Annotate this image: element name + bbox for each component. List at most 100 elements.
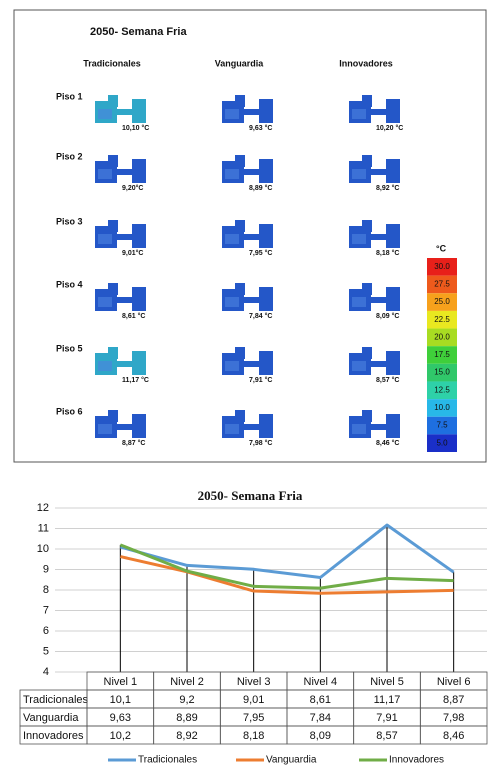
plan-block	[235, 155, 245, 167]
table-value: 9,63	[110, 712, 131, 724]
floor-plan	[95, 283, 146, 311]
chart-title: 2050- Semana Fria	[198, 488, 303, 503]
colorbar-label: 12.5	[434, 385, 450, 394]
plan-shade	[98, 424, 112, 434]
colorbar-label: 5.0	[436, 438, 448, 447]
plan-block	[108, 347, 118, 359]
plan-block	[259, 224, 273, 248]
temperature-label: 7,84 °C	[249, 312, 272, 320]
colorbar-label: 20.0	[434, 332, 450, 341]
y-tick-label: 7	[43, 604, 49, 616]
category-label: Nivel 5	[370, 676, 404, 688]
plan-shade	[352, 169, 366, 179]
floor-plan	[95, 95, 146, 123]
plan-connector	[243, 297, 259, 303]
table-value: 7,91	[376, 712, 397, 724]
plan-shade	[98, 297, 112, 307]
colorbar-label: 15.0	[434, 368, 450, 377]
floor-plan	[349, 155, 400, 183]
plan-block	[235, 410, 245, 422]
plan-connector	[243, 234, 259, 240]
colorbar-swatch	[427, 328, 457, 347]
plan-connector	[116, 424, 132, 430]
plan-connector	[116, 361, 132, 367]
category-label: Nivel 3	[237, 676, 271, 688]
row-label: Piso 6	[56, 406, 83, 416]
plan-shade	[98, 234, 112, 244]
plan-shade	[225, 234, 239, 244]
legend-label: Vanguardia	[266, 755, 317, 766]
table-value: 7,95	[243, 712, 264, 724]
table-value: 8,87	[443, 694, 464, 706]
floor-plan	[349, 220, 400, 248]
table-value: 8,46	[443, 730, 464, 742]
plan-block	[386, 414, 400, 438]
floor-plan	[222, 155, 273, 183]
temperature-label: 9,63 °C	[249, 124, 272, 132]
plan-shade	[225, 169, 239, 179]
row-label: Piso 5	[56, 343, 83, 353]
table-row-label: Innovadores	[23, 730, 84, 742]
temperature-label: 8,87 °C	[122, 439, 145, 447]
table-value: 11,17	[374, 694, 401, 706]
panel-title: 2050- Semana Fria	[90, 26, 187, 38]
plan-block	[235, 283, 245, 295]
plan-block	[132, 287, 146, 311]
table-value: 8,92	[176, 730, 197, 742]
colorbar-swatch	[427, 416, 457, 435]
column-header: Innovadores	[339, 58, 393, 68]
y-tick-label: 6	[43, 625, 49, 637]
y-tick-label: 5	[43, 645, 49, 657]
plan-block	[259, 99, 273, 123]
colorbar-swatch	[427, 381, 457, 400]
table-value: 8,18	[243, 730, 264, 742]
floor-plan	[222, 220, 273, 248]
plan-connector	[370, 424, 386, 430]
colorbar-unit: °C	[436, 243, 447, 253]
plan-connector	[370, 361, 386, 367]
plan-block	[362, 283, 372, 295]
table-value: 8,61	[310, 694, 331, 706]
series-line	[119, 543, 454, 590]
plan-shade	[98, 109, 112, 119]
plan-block	[259, 287, 273, 311]
plan-connector	[243, 361, 259, 367]
floor-plan	[349, 283, 400, 311]
floor-plan	[349, 347, 400, 375]
colorbar-swatch	[427, 310, 457, 329]
floor-plan	[222, 95, 273, 123]
plan-block	[132, 99, 146, 123]
floor-plan	[349, 95, 400, 123]
category-label: Nivel 4	[304, 676, 338, 688]
plan-shade	[225, 424, 239, 434]
plan-connector	[243, 109, 259, 115]
colorbar-swatch	[427, 346, 457, 364]
plan-shade	[352, 361, 366, 371]
plan-connector	[243, 169, 259, 175]
plan-connector	[370, 109, 386, 115]
colorbar-label: 27.5	[434, 280, 450, 289]
y-tick-label: 12	[37, 502, 49, 514]
table-value: 8,57	[376, 730, 397, 742]
floor-plan	[222, 410, 273, 438]
table-value: 8,89	[176, 712, 197, 724]
row-label: Piso 2	[56, 151, 83, 161]
colorbar-swatch	[427, 293, 457, 311]
plan-block	[108, 220, 118, 232]
plan-block	[235, 347, 245, 359]
colorbar-label: 25.0	[434, 297, 450, 306]
plan-block	[235, 95, 245, 107]
plan-block	[132, 414, 146, 438]
plan-connector	[370, 297, 386, 303]
plan-block	[386, 287, 400, 311]
plan-block	[386, 99, 400, 123]
plan-block	[362, 220, 372, 232]
plan-shade	[98, 361, 112, 371]
plan-connector	[370, 234, 386, 240]
column-header: Tradicionales	[83, 58, 141, 68]
legend-label: Innovadores	[389, 755, 444, 766]
floor-plan	[95, 220, 146, 248]
plan-block	[386, 224, 400, 248]
temperature-label: 8,09 °C	[376, 312, 399, 320]
